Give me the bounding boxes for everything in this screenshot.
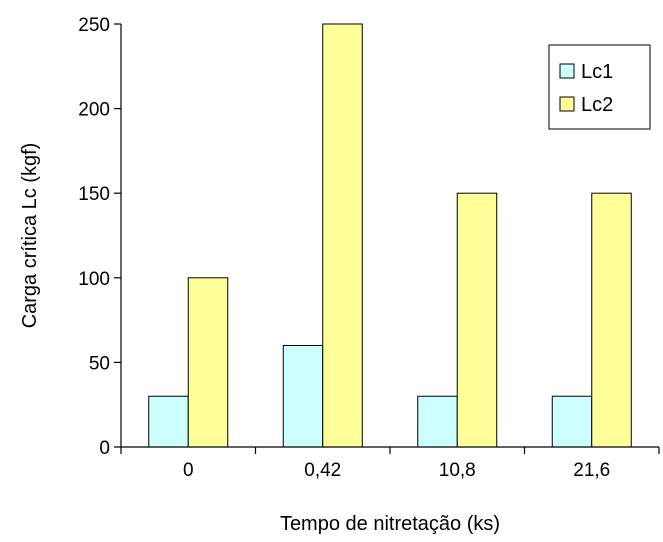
bar-lc2-3 bbox=[591, 192, 632, 448]
y-axis-title: Carga crítica Lc (kgf) bbox=[19, 143, 41, 329]
x-tick-label: 21,6 bbox=[573, 460, 610, 481]
x-axis-title: Tempo de nitretação (ks) bbox=[280, 513, 500, 535]
bar-lc2-2 bbox=[456, 192, 498, 448]
bar-lc1-0 bbox=[148, 395, 189, 448]
y-tick-label: 0 bbox=[99, 438, 110, 459]
y-tick-label: 100 bbox=[78, 269, 110, 290]
bar-lc1-3 bbox=[551, 395, 593, 448]
bar-lc1-2 bbox=[417, 395, 458, 448]
legend-swatch-lc1 bbox=[559, 63, 575, 79]
bar-lc2-1 bbox=[322, 23, 363, 448]
y-tick-label: 200 bbox=[78, 100, 110, 121]
legend-box bbox=[548, 44, 651, 130]
y-tick-label: 150 bbox=[78, 184, 110, 205]
y-axis-ticks: 0 50 100 150 200 250 bbox=[78, 15, 121, 459]
x-axis-ticks: 0 0,42 10,8 21,6 bbox=[120, 447, 660, 481]
legend-label-lc2: Lc2 bbox=[581, 94, 613, 116]
y-tick-label: 50 bbox=[89, 353, 110, 374]
legend: Lc1 Lc2 bbox=[548, 44, 651, 130]
x-tick-label: 0,42 bbox=[304, 460, 341, 481]
y-tick-label: 250 bbox=[78, 15, 110, 36]
x-tick-label: 0 bbox=[183, 460, 194, 481]
bar-lc1-1 bbox=[282, 344, 324, 448]
legend-swatch-lc2 bbox=[559, 96, 575, 112]
legend-label-lc1: Lc1 bbox=[581, 61, 613, 83]
x-tick-label: 10,8 bbox=[439, 460, 476, 481]
bar-lc2-0 bbox=[187, 277, 229, 448]
bars bbox=[148, 23, 632, 448]
